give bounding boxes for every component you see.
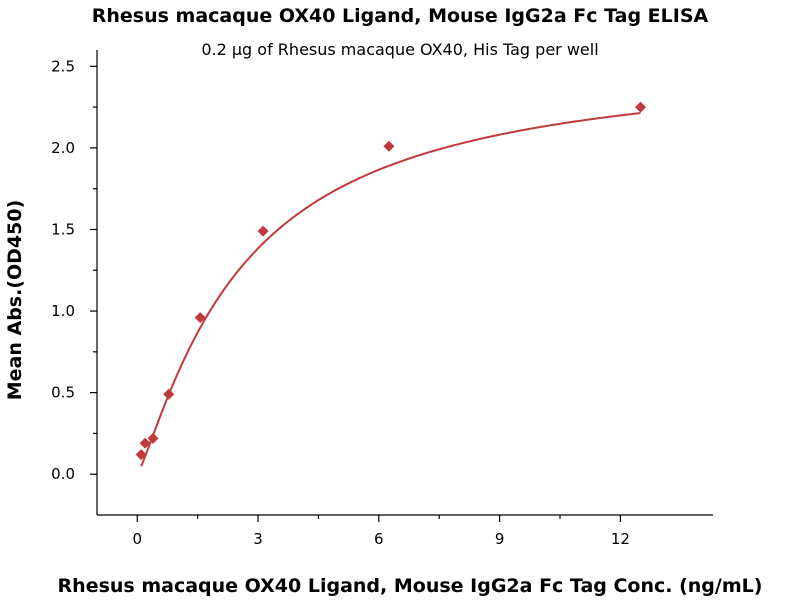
data-point [163,388,175,400]
y-tick-label: 1.5 [51,220,75,238]
axes [96,50,713,516]
data-point [135,449,147,461]
y-tick-label: 2.0 [51,139,75,157]
y-tick-label: 0.5 [51,384,75,402]
data-point [383,140,395,152]
data-points [135,101,647,461]
data-point [139,437,151,449]
data-point [147,432,159,444]
x-tick-label: 6 [374,530,384,548]
x-tick-label: 12 [611,530,630,548]
data-point [635,101,647,113]
y-ticks: 0.0 0.5 1.0 1.5 2.0 2.5 [51,57,97,483]
y-tick-label: 0.0 [51,465,75,483]
x-tick-label: 9 [495,530,505,548]
y-tick-label: 1.0 [51,302,75,320]
x-axis-label: Rhesus macaque OX40 Ligand, Mouse IgG2a … [58,575,763,597]
x-ticks: 0 3 6 9 12 [132,515,630,548]
data-point [257,225,269,237]
chart-subtitle: 0.2 μg of Rhesus macaque OX40, His Tag p… [201,40,598,59]
x-tick-label: 3 [253,530,263,548]
x-tick-label: 0 [132,530,142,548]
y-axis-label: Mean Abs.(OD450) [4,200,26,401]
y-tick-label: 2.5 [51,57,75,75]
data-point [194,312,206,324]
chart-title: Rhesus macaque OX40 Ligand, Mouse IgG2a … [92,5,709,27]
fit-curve [140,112,641,467]
